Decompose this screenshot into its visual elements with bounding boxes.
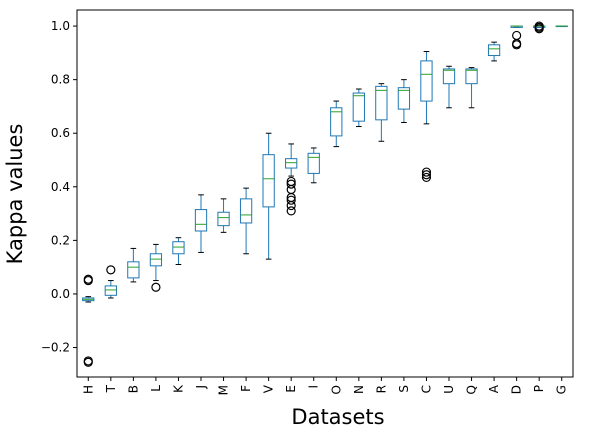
flier	[286, 206, 296, 216]
flier	[106, 265, 116, 275]
box	[149, 253, 163, 267]
box	[465, 68, 478, 85]
x-tick-label: N	[352, 385, 366, 394]
y-tick-label: 0.0	[51, 287, 70, 301]
x-tick-label: K	[171, 384, 185, 393]
y-tick-label: 0.6	[51, 126, 70, 140]
box	[104, 285, 117, 296]
flier	[83, 274, 93, 284]
x-tick-label: B	[126, 385, 140, 393]
x-tick-label: G	[555, 385, 569, 394]
x-tick-label: O	[329, 385, 343, 394]
y-axis-label: Kappa values	[3, 124, 27, 265]
box	[352, 92, 365, 122]
flier	[512, 30, 522, 41]
x-tick-label: U	[442, 385, 456, 394]
x-tick-label: Q	[465, 385, 479, 394]
box	[172, 241, 185, 255]
x-tick-label: D	[510, 385, 524, 394]
flier	[421, 170, 432, 180]
x-tick-label: H	[81, 385, 95, 394]
flier	[151, 282, 161, 292]
box	[420, 60, 433, 102]
flier	[286, 195, 296, 205]
flier	[286, 179, 296, 189]
box	[239, 198, 253, 224]
y-tick-label: 0.2	[51, 233, 70, 247]
x-tick-label: E	[284, 385, 298, 393]
box	[397, 87, 411, 110]
box	[285, 158, 298, 169]
x-tick-label: R	[374, 385, 388, 393]
box	[127, 261, 140, 279]
x-tick-label: A	[487, 384, 501, 393]
box	[487, 44, 501, 57]
x-tick-label: C	[419, 385, 433, 393]
flier	[421, 172, 432, 183]
box	[262, 154, 275, 208]
x-tick-label: I	[307, 385, 321, 389]
box	[217, 211, 230, 227]
y-tick-label: −0.2	[41, 341, 70, 355]
x-tick-label: J	[194, 385, 208, 390]
x-tick-label: L	[149, 385, 163, 392]
box	[330, 107, 343, 137]
box	[307, 152, 320, 174]
x-tick-label: T	[104, 384, 118, 393]
x-tick-label: M	[217, 385, 231, 395]
x-axis-label: Datasets	[291, 405, 384, 429]
flier	[286, 176, 296, 187]
x-tick-label: V	[262, 384, 276, 393]
y-tick-label: 0.4	[51, 180, 70, 194]
box	[375, 85, 388, 121]
x-tick-label: P	[532, 385, 546, 392]
x-tick-label: S	[397, 385, 411, 393]
box	[442, 68, 456, 85]
x-tick-label: F	[239, 385, 253, 392]
flier	[83, 357, 93, 367]
y-tick-label: 0.8	[51, 73, 70, 87]
y-tick-label: 1.0	[51, 19, 70, 33]
flier	[534, 21, 544, 31]
plot-frame	[76, 9, 574, 378]
box	[194, 209, 208, 232]
flier	[421, 167, 432, 177]
